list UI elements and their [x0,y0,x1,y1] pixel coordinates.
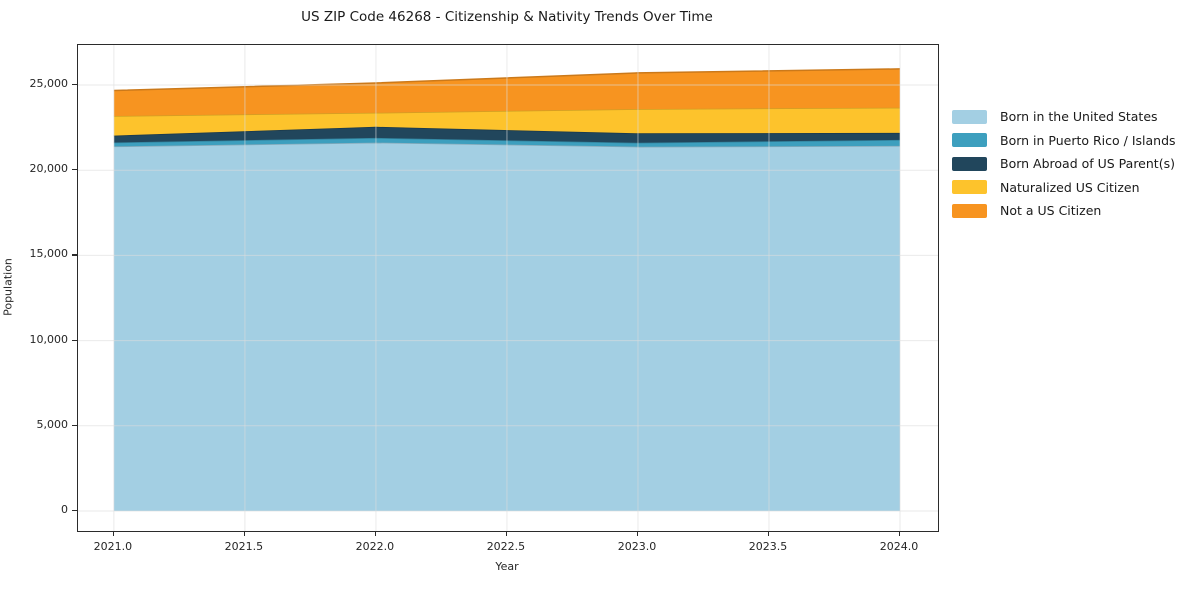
x-axis-label: Year [495,560,519,573]
x-tick-mark [899,531,901,536]
x-tick-mark [374,531,377,536]
y-tick-mark [72,509,77,512]
legend-swatch-icon [952,156,987,171]
y-tick-label: 15,000 [29,247,69,261]
stacked-area-canvas [78,45,938,531]
y-tick-mark [72,169,77,171]
x-tick-label: 2022.0 [355,540,395,553]
legend-swatch-icon [952,109,987,124]
y-tick-mark [72,424,77,426]
y-tick-mark [72,339,77,341]
legend-entry: Born in Puerto Rico / Islands [952,129,1176,153]
legend-swatch-icon [952,133,987,148]
x-tick-label: 2022.5 [486,540,526,553]
x-tick-label: 2023.0 [617,540,657,553]
plot-area [77,44,939,532]
x-tick-label: 2021.5 [224,540,264,553]
y-axis-label: Population [1,258,15,316]
legend: Born in the United States Born in Puerto … [952,105,1176,223]
legend-label: Born Abroad of US Parent(s) [1000,156,1175,172]
y-tick-label: 0 [61,502,68,516]
x-tick-mark [505,531,508,536]
x-tick-label: 2024.0 [879,540,919,553]
legend-label: Born in Puerto Rico / Islands [1000,132,1176,148]
legend-swatch-icon [952,180,987,195]
x-tick-mark [636,531,639,536]
legend-entry: Not a US Citizen [952,199,1176,223]
x-tick-label: 2021.0 [93,540,133,553]
x-tick-label: 2023.5 [748,540,788,553]
legend-label: Naturalized US Citizen [1000,179,1140,195]
y-tick-label: 25,000 [29,77,69,91]
legend-label: Born in the United States [1000,109,1158,125]
legend-entry: Naturalized US Citizen [952,176,1176,200]
legend-label: Not a US Citizen [1000,203,1102,219]
y-tick-label: 5,000 [36,417,69,431]
chart-title: US ZIP Code 46268 - Citizenship & Nativi… [301,9,713,25]
x-tick-mark [112,531,115,536]
x-tick-mark [243,531,246,536]
legend-swatch-icon [952,203,987,218]
legend-entry: Born in the United States [952,105,1176,129]
y-tick-mark [72,84,77,86]
x-tick-mark [767,531,770,536]
y-tick-label: 10,000 [29,332,69,346]
y-tick-label: 20,000 [29,162,69,176]
y-tick-mark [72,254,77,256]
legend-entry: Born Abroad of US Parent(s) [952,152,1176,176]
